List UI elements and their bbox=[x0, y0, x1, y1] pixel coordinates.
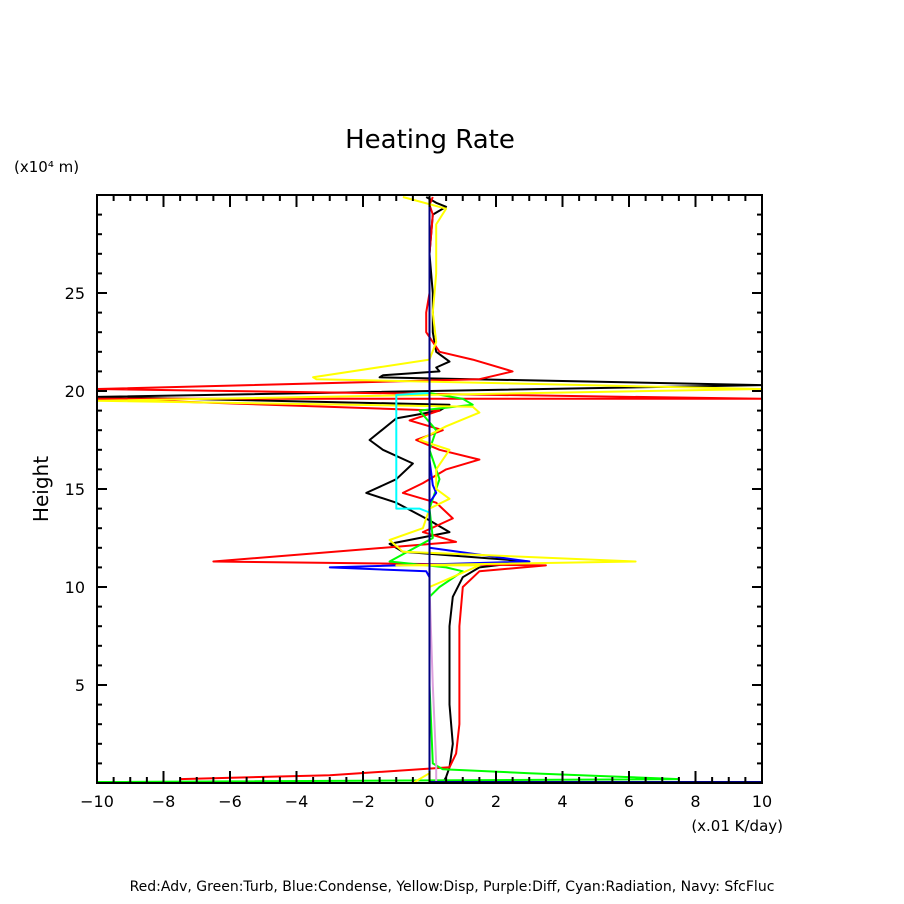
x-tick-label: 10 bbox=[752, 792, 772, 811]
y-axis-ticks: 5 10 15 20 25 bbox=[65, 213, 762, 765]
x-tick-label: −8 bbox=[152, 792, 176, 811]
y-tick-label: 10 bbox=[65, 578, 85, 597]
series-group bbox=[96, 195, 763, 784]
series-line-cyan-radiation bbox=[395, 392, 430, 514]
x-tick-label: −6 bbox=[218, 792, 242, 811]
x-tick-label: −2 bbox=[351, 792, 375, 811]
y-unit-label: (x10⁴ m) bbox=[14, 158, 79, 176]
legend-text: Red:Adv, Green:Turb, Blue:Condense, Yell… bbox=[130, 879, 775, 895]
series-line-total bbox=[96, 196, 763, 784]
series-line-yellow-disp bbox=[96, 196, 763, 784]
x-tick-label: 6 bbox=[624, 792, 634, 811]
y-axis-label: Height bbox=[29, 456, 53, 522]
x-tick-label: −10 bbox=[80, 792, 114, 811]
chart-title: Heating Rate bbox=[345, 125, 515, 155]
y-tick-label: 25 bbox=[65, 284, 85, 303]
x-axis-label: (x.01 K/day) bbox=[691, 817, 783, 835]
series-line-navy-sfcfluc bbox=[428, 195, 762, 783]
series-line-green-turb bbox=[96, 387, 680, 783]
y-tick-label: 20 bbox=[65, 382, 85, 401]
x-tick-label: 4 bbox=[557, 792, 567, 811]
x-axis-ticks: −10 −8 −6 −4 −2 0 2 4 6 8 10 bbox=[80, 195, 772, 811]
x-tick-label: 0 bbox=[424, 792, 434, 811]
x-tick-label: −4 bbox=[285, 792, 309, 811]
x-tick-label: 2 bbox=[491, 792, 501, 811]
y-tick-label: 5 bbox=[75, 676, 85, 695]
y-tick-label: 15 bbox=[65, 480, 85, 499]
x-tick-label: 8 bbox=[690, 792, 700, 811]
